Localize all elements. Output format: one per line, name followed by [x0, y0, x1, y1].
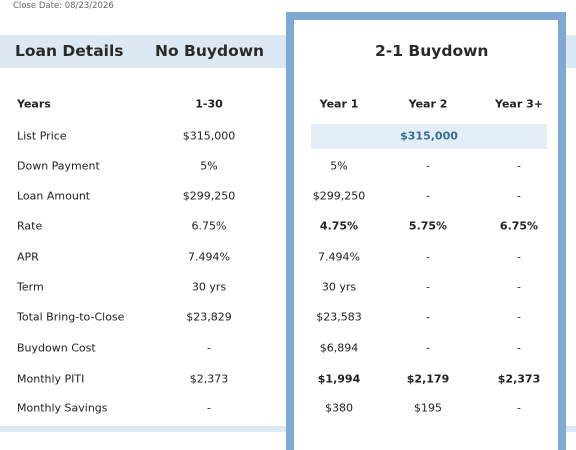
table-cell: Year 3+ — [495, 97, 543, 111]
table-cell: $1,994 — [317, 372, 361, 386]
table-cell: $299,250 — [182, 189, 236, 203]
table-cell: Monthly Savings — [17, 401, 108, 415]
table-cell: Year 1 — [319, 97, 359, 111]
table-cell: Loan Amount — [17, 189, 91, 203]
table-cell: - — [517, 159, 521, 173]
buydown-panel — [286, 12, 566, 450]
table-cell: - — [426, 310, 430, 324]
table-cell: - — [426, 189, 430, 203]
table-cell: Years — [17, 97, 51, 111]
table-cell: - — [517, 341, 521, 355]
table-cell: $315,000 — [182, 129, 236, 143]
table-cell: Year 2 — [408, 97, 448, 111]
table-cell: - — [207, 341, 211, 355]
table-cell: Term — [17, 280, 44, 294]
table-cell: $6,894 — [319, 341, 359, 355]
table-cell: 30 yrs — [191, 280, 227, 294]
table-cell: 6.75% — [191, 219, 227, 233]
table-cell: - — [426, 159, 430, 173]
table-cell: APR — [17, 250, 39, 264]
table-cell: List Price — [17, 129, 67, 143]
table-cell: 30 yrs — [321, 280, 357, 294]
table-cell: $23,583 — [316, 310, 362, 324]
table-cell: Total Bring-to-Close — [17, 310, 125, 324]
table-cell: - — [517, 250, 521, 264]
table-cell: $299,250 — [312, 189, 366, 203]
table-cell: - — [207, 401, 211, 415]
table-cell: - — [426, 341, 430, 355]
table-cell: 5.75% — [408, 219, 448, 233]
table-cell: 1-30 — [195, 97, 223, 111]
table-cell: $2,179 — [406, 372, 450, 386]
table-cell: Rate — [17, 219, 43, 233]
table-cell: - — [426, 250, 430, 264]
column-heading: Loan Details — [15, 42, 124, 60]
table-cell: - — [517, 189, 521, 203]
table-cell: Buydown Cost — [17, 341, 96, 355]
column-heading: 2-1 Buydown — [375, 42, 489, 60]
table-cell: 4.75% — [319, 219, 359, 233]
table-cell: 7.494% — [318, 250, 360, 264]
table-cell: - — [517, 280, 521, 294]
table-cell: - — [517, 401, 521, 415]
table-cell: 5% — [200, 159, 218, 173]
table-cell: - — [426, 280, 430, 294]
table-cell: - — [517, 310, 521, 324]
table-cell: $380 — [325, 401, 353, 415]
table-cell: $315,000 — [400, 129, 458, 143]
table-cell: Monthly PITI — [17, 372, 85, 386]
table-cell: $23,829 — [186, 310, 232, 324]
table-cell: Down Payment — [17, 159, 100, 173]
table-cell: $2,373 — [497, 372, 541, 386]
list-price-band — [311, 124, 547, 149]
table-cell: $2,373 — [189, 372, 229, 386]
table-cell: 5% — [330, 159, 348, 173]
table-cell: 7.494% — [188, 250, 230, 264]
close-date: Close Date: 08/23/2026 — [13, 1, 114, 11]
table-cell: 6.75% — [499, 219, 539, 233]
table-cell: $195 — [414, 401, 442, 415]
column-heading: No Buydown — [155, 42, 265, 60]
